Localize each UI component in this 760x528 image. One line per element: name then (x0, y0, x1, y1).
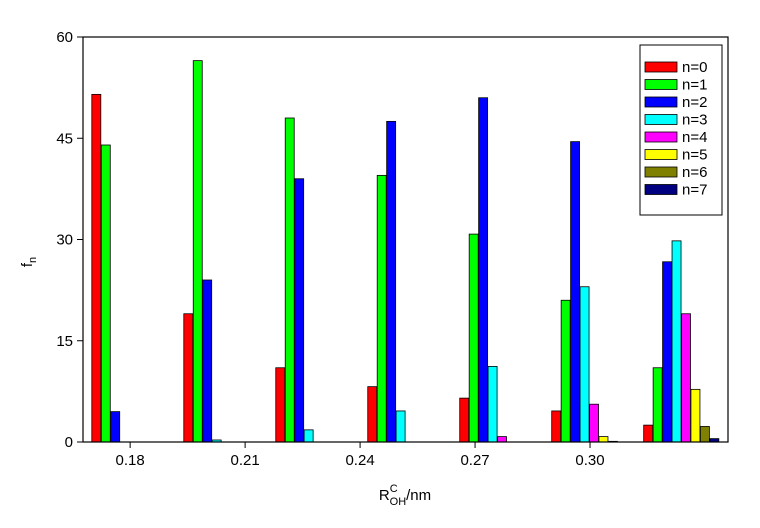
bar (643, 424, 654, 443)
bar (376, 174, 387, 443)
y-label-sub: n (27, 257, 39, 263)
legend-swatch (644, 166, 678, 178)
x-label-main: R (379, 487, 390, 504)
legend-swatch (644, 184, 678, 195)
y-label-main: f (19, 262, 36, 267)
legend-label: n=1 (682, 77, 707, 94)
bar (294, 178, 305, 443)
y-tick-label: 15 (56, 333, 73, 350)
bar (395, 410, 406, 443)
bar (699, 426, 710, 443)
legend-swatch (644, 114, 678, 125)
bar (652, 367, 663, 443)
y-axis-label: fn (19, 257, 39, 267)
legend-label: n=4 (682, 129, 707, 146)
bar (468, 233, 479, 443)
bar (478, 97, 489, 443)
bar (275, 367, 286, 443)
bar (386, 120, 397, 443)
x-tick-label: 0.21 (231, 452, 260, 469)
bar (560, 299, 571, 443)
x-label-unit: /nm (406, 487, 431, 504)
bar (459, 397, 470, 443)
y-tick-label: 0 (65, 434, 73, 451)
bar (91, 93, 102, 443)
bar (589, 403, 599, 443)
bar (570, 141, 581, 443)
bar (681, 313, 691, 443)
bar (303, 429, 314, 443)
legend-label: n=5 (682, 147, 707, 164)
bar (579, 286, 590, 443)
legend-swatch (644, 149, 678, 160)
bar (367, 386, 378, 443)
x-label-sub: OH (390, 496, 407, 508)
legend-label: n=2 (682, 94, 707, 111)
bar (497, 436, 507, 443)
legend-swatch (644, 96, 678, 108)
x-label-sup: C (390, 483, 398, 495)
x-tick-label: 0.24 (345, 452, 374, 469)
bar (284, 117, 295, 443)
y-tick-label: 45 (56, 130, 73, 147)
bar (202, 279, 213, 443)
bar (671, 240, 682, 443)
x-axis-label: RC OH/nm (379, 483, 431, 508)
x-tick-label: 0.27 (460, 452, 489, 469)
bar (183, 313, 194, 443)
legend-swatch (644, 131, 678, 143)
bar (662, 261, 672, 443)
bar (192, 60, 203, 443)
bar (551, 410, 562, 443)
plot-frame (82, 36, 729, 443)
legend-swatch (644, 79, 678, 90)
legend-label: n=0 (682, 59, 707, 76)
x-tick-label: 0.30 (575, 452, 604, 469)
legend-label: n=7 (682, 182, 707, 199)
bar (487, 365, 498, 443)
bar (690, 388, 701, 443)
bar (598, 436, 609, 443)
bar (110, 411, 121, 443)
bar (100, 144, 111, 443)
legend-swatch (644, 61, 678, 73)
y-tick-label: 60 (56, 29, 73, 46)
x-tick-label: 0.18 (116, 452, 145, 469)
legend-label: n=3 (682, 112, 707, 129)
y-tick-label: 30 (56, 232, 73, 249)
legend-label: n=6 (682, 164, 707, 181)
